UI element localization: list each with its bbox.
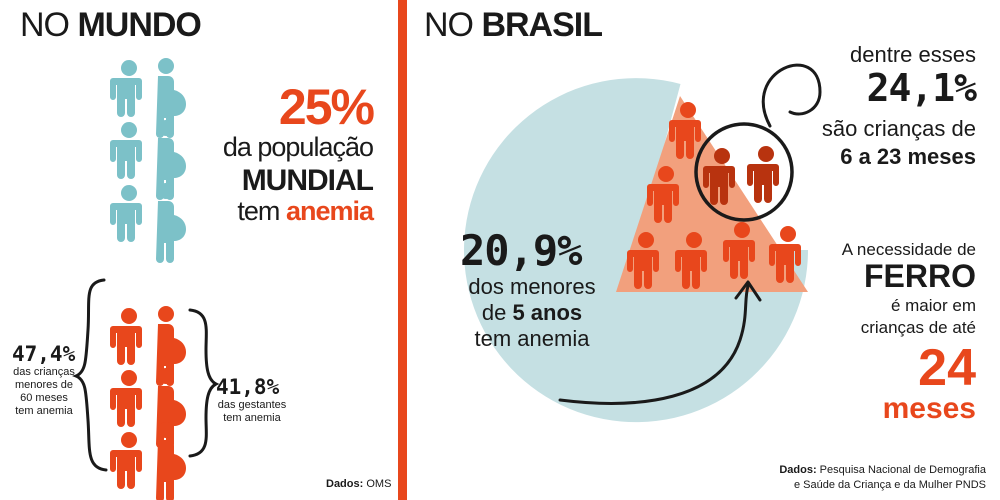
children-percent: 47,4%	[12, 342, 76, 366]
section-divider	[398, 0, 407, 500]
world-line3: tem anemia	[237, 196, 374, 226]
children-brace	[71, 278, 108, 472]
arrow-head-icon	[734, 280, 762, 302]
swirl-line	[761, 63, 822, 128]
world-title: NO MUNDO	[20, 6, 202, 44]
iron-l2: FERRO	[864, 258, 976, 294]
iron-unit: meses	[882, 392, 976, 425]
pregnant-percent: 41,8%	[216, 375, 280, 399]
pie-percent: 20,9%	[460, 226, 582, 275]
among-l3: 6 a 23 meses	[840, 144, 976, 169]
arrow-curve	[558, 284, 750, 405]
children-caption: das crianças menores de 60 meses tem ane…	[13, 366, 75, 417]
pregnant-brace	[188, 308, 220, 458]
child-icon-highlight	[747, 146, 779, 203]
among-l2: são crianças de	[821, 116, 976, 141]
among-percent: 24,1%	[866, 66, 977, 110]
world-line2: MUNDIAL	[241, 164, 374, 197]
brazil-title: NO BRASIL	[424, 6, 603, 44]
iron-l1: A necessidade de	[841, 240, 976, 259]
world-line1: da população	[222, 132, 374, 162]
iron-number: 24	[918, 339, 976, 397]
iron-l4: crianças de até	[860, 318, 976, 337]
pregnant-caption: das gestantes tem anemia	[217, 399, 287, 424]
world-source: Dados: OMS	[326, 478, 392, 490]
pie-caption: dos menores de 5 anos tem anemia	[468, 274, 596, 351]
world-big-percent: 25%	[278, 79, 375, 135]
brazil-source: Dados: Pesquisa Nacional de Demografia e…	[779, 464, 986, 491]
iron-l3: é maior em	[890, 296, 976, 315]
highlight-circle	[694, 122, 794, 222]
among-l1: dentre esses	[850, 42, 976, 67]
